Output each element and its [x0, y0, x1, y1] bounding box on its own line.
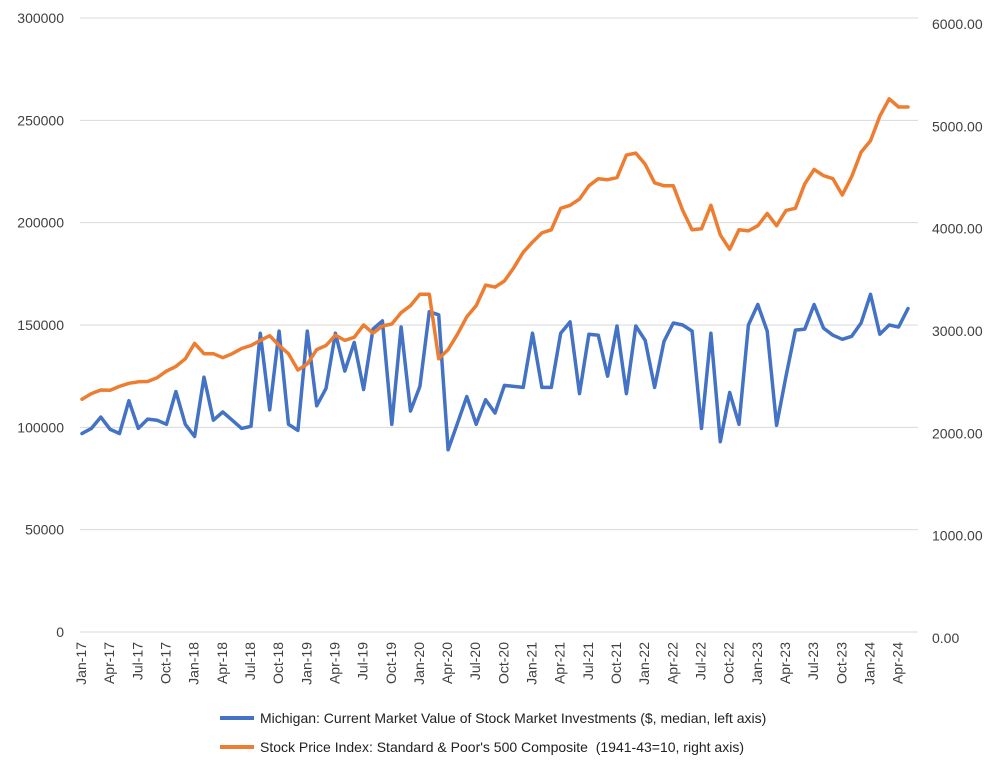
y-left-tick-label: 0: [56, 624, 64, 640]
x-tick-label: Apr-24: [890, 642, 906, 684]
y-right-tick-label: 5000.00: [932, 118, 983, 134]
x-tick-label: Jan-19: [298, 642, 314, 685]
x-tick-label: Jan-24: [861, 642, 877, 685]
x-tick-label: Oct-19: [383, 642, 399, 684]
x-tick-label: Jan-23: [749, 642, 765, 685]
x-tick-label: Oct-20: [495, 642, 511, 684]
legend-label-michigan: Michigan: Current Market Value of Stock …: [260, 710, 766, 726]
x-tick-label: Apr-19: [326, 642, 342, 684]
sp500-series-line: [80, 97, 910, 401]
x-tick-label: Oct-18: [270, 642, 286, 684]
y-left-tick-label: 300000: [17, 10, 64, 26]
x-tick-label: Apr-21: [552, 642, 568, 684]
y-right-tick-label: 2000.00: [932, 425, 983, 441]
left-axis-tick-labels: 0 50000 100000 150000 200000 250000 300000: [17, 10, 64, 640]
x-axis-tick-labels: Jan-17 Apr-17 Jul-17 Oct-17 Jan-18 Apr-18 Jul-…: [73, 642, 906, 685]
x-tick-label: Jul-18: [242, 642, 258, 680]
x-tick-label: Jan-20: [411, 642, 427, 685]
x-tick-label: Oct-23: [833, 642, 849, 684]
y-right-tick-label: 6000.00: [932, 16, 983, 32]
y-right-tick-label: 1000.00: [932, 528, 983, 544]
x-tick-label: Apr-20: [439, 642, 455, 684]
y-left-tick-label: 200000: [17, 215, 64, 231]
x-tick-label: Jan-18: [186, 642, 202, 685]
x-tick-label: Apr-23: [777, 642, 793, 684]
y-left-tick-label: 250000: [17, 112, 64, 128]
y-right-tick-label: 3000.00: [932, 323, 983, 339]
michigan-series-line: [80, 292, 910, 452]
y-left-tick-label: 100000: [17, 419, 64, 435]
x-tick-label: Jul-23: [805, 642, 821, 680]
x-tick-label: Apr-18: [214, 642, 230, 684]
x-tick-label: Jul-20: [467, 642, 483, 680]
x-tick-label: Jan-22: [636, 642, 652, 685]
x-tick-label: Apr-22: [664, 642, 680, 684]
x-tick-label: Jul-22: [693, 642, 709, 680]
x-tick-label: Jul-21: [580, 642, 596, 680]
x-tick-label: Oct-17: [157, 642, 173, 684]
series-lines: [80, 97, 910, 452]
x-tick-label: Oct-22: [721, 642, 737, 684]
gridlines: [80, 17, 918, 633]
y-left-tick-label: 150000: [17, 317, 64, 333]
x-tick-label: Jan-17: [73, 642, 89, 685]
x-tick-label: Apr-17: [101, 642, 117, 684]
right-axis-tick-labels: 0.00 1000.00 2000.00 3000.00 4000.00 5000.00 6…: [932, 16, 983, 646]
y-left-tick-label: 50000: [25, 522, 64, 538]
y-right-tick-label: 4000.00: [932, 221, 983, 237]
y-right-tick-label: 0.00: [932, 630, 959, 646]
x-tick-label: Jul-19: [355, 642, 371, 680]
x-tick-label: Oct-21: [608, 642, 624, 684]
legend: Michigan: Current Market Value of Stock …: [220, 710, 766, 755]
x-tick-label: Jul-17: [129, 642, 145, 680]
legend-label-sp500: Stock Price Index: Standard & Poor's 500…: [260, 739, 744, 755]
x-tick-label: Jan-21: [524, 642, 540, 685]
